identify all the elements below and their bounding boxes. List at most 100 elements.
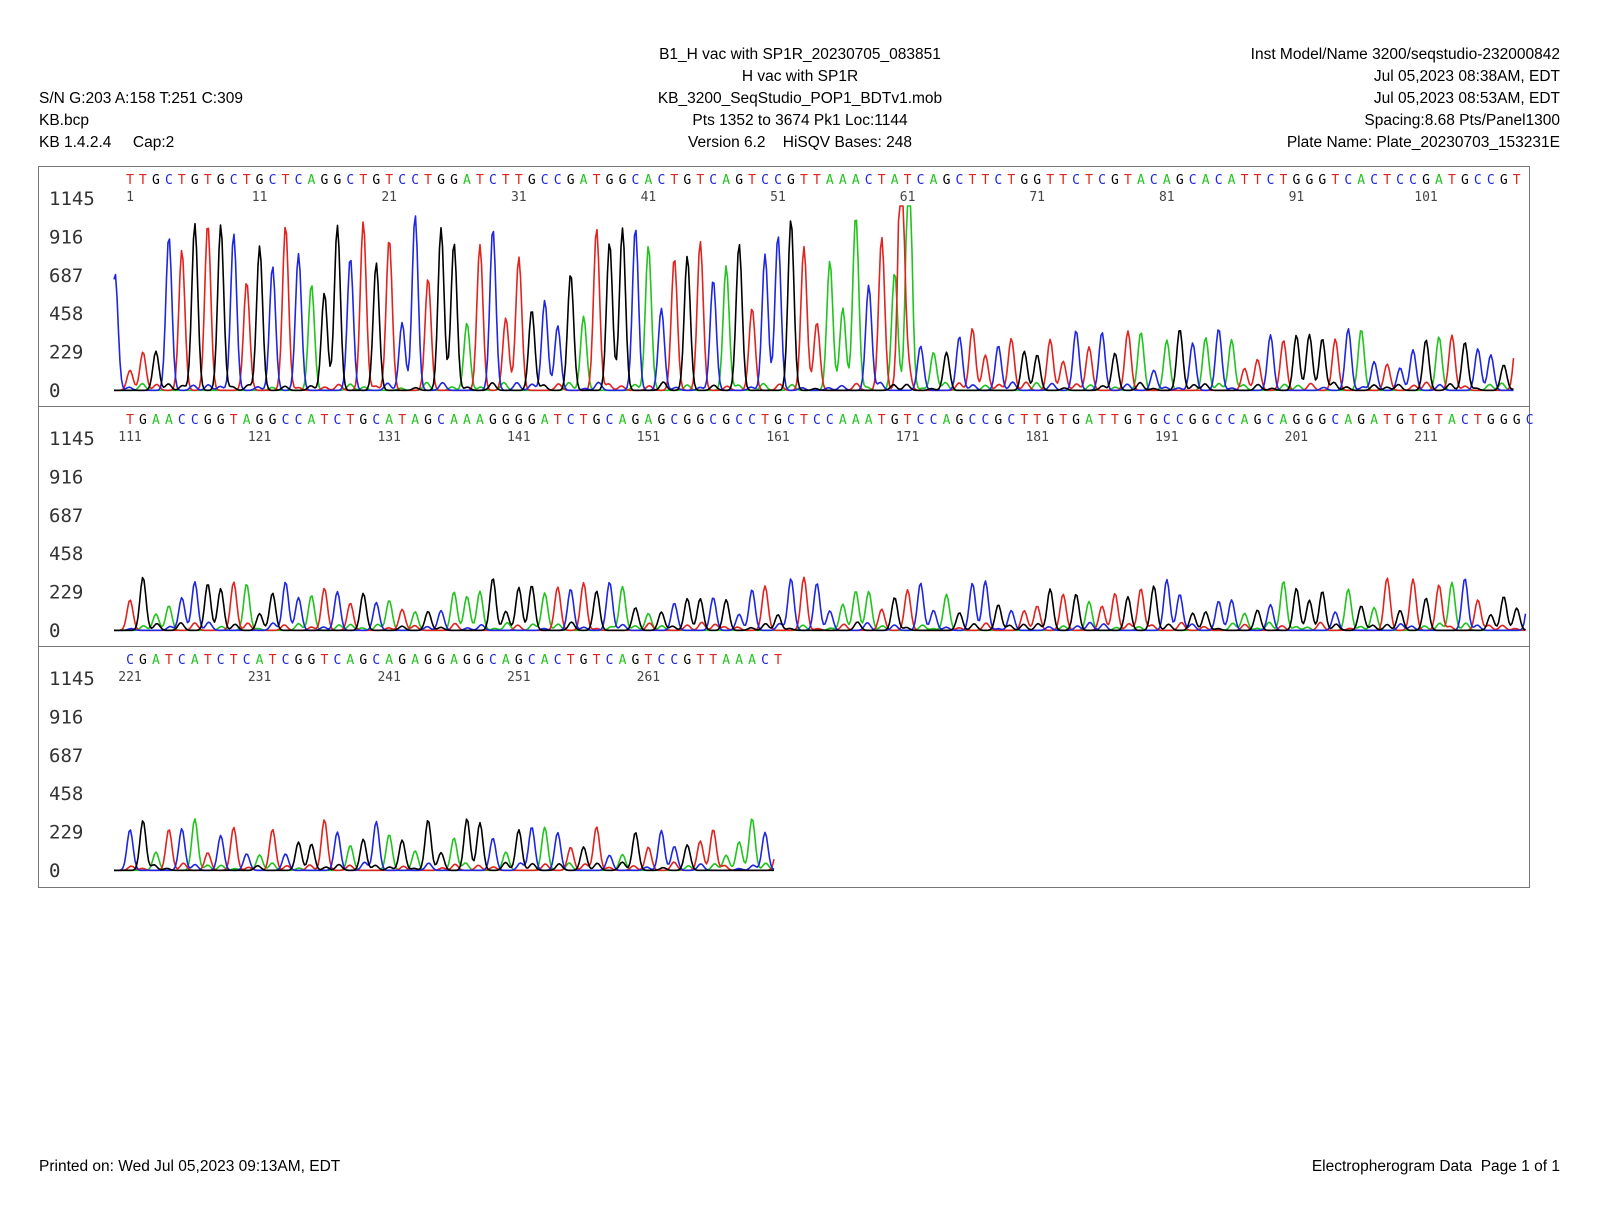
base-call: G	[1396, 413, 1404, 428]
position-label: 61	[900, 190, 916, 205]
base-call: T	[320, 653, 328, 668]
basecaller-version-capillary: KB 1.4.2.4 Cap:2	[39, 134, 175, 151]
base-call: T	[1513, 173, 1521, 188]
base-call: T	[567, 653, 575, 668]
base-call: T	[670, 173, 678, 188]
base-call: C	[813, 413, 821, 428]
y-tick-label: 687	[49, 505, 83, 527]
base-call: A	[152, 653, 160, 668]
base-call: G	[1046, 413, 1054, 428]
base-call: T	[385, 173, 393, 188]
base-call: G	[1357, 413, 1365, 428]
base-call: T	[1059, 413, 1067, 428]
base-call: T	[593, 653, 601, 668]
base-call: T	[126, 173, 134, 188]
base-call: A	[243, 413, 251, 428]
instrument-name: Inst Model/Name 3200/seqstudio-232000842	[1250, 46, 1560, 63]
base-call: C	[1007, 413, 1015, 428]
trace-C	[114, 578, 1527, 632]
base-call: T	[204, 653, 212, 668]
base-call: G	[437, 653, 445, 668]
base-call: C	[670, 653, 678, 668]
base-call: T	[178, 173, 186, 188]
base-call: A	[476, 413, 484, 428]
chart-border	[38, 166, 1530, 888]
base-call: C	[1461, 413, 1469, 428]
base-call: C	[1098, 173, 1106, 188]
base-call: C	[670, 413, 678, 428]
mobility-file: KB_3200_SeqStudio_POP1_BDTv1.mob	[657, 90, 943, 107]
base-call: G	[683, 653, 691, 668]
position-label: 141	[507, 430, 530, 445]
base-call: T	[1124, 173, 1132, 188]
base-call: C	[437, 413, 445, 428]
base-call: C	[632, 173, 640, 188]
base-call: A	[1357, 173, 1365, 188]
base-call: C	[1396, 173, 1404, 188]
spacing-info: Spacing:8.68 Pts/Panel1300	[1364, 112, 1560, 129]
base-call: C	[217, 653, 225, 668]
base-call: T	[1241, 173, 1249, 188]
base-call: T	[774, 653, 782, 668]
base-call: T	[230, 653, 238, 668]
base-call: C	[774, 173, 782, 188]
base-call: C	[761, 653, 769, 668]
base-call: C	[178, 413, 186, 428]
base-call: T	[346, 413, 354, 428]
base-call: G	[269, 413, 277, 428]
base-call: C	[994, 173, 1002, 188]
base-call: C	[1526, 413, 1534, 428]
base-call: C	[968, 413, 976, 428]
base-call: G	[476, 653, 484, 668]
base-call: G	[502, 413, 510, 428]
base-call: C	[372, 653, 380, 668]
base-call: T	[981, 173, 989, 188]
base-call: A	[1448, 413, 1456, 428]
base-call: G	[217, 413, 225, 428]
base-call: A	[852, 173, 860, 188]
base-call: G	[359, 413, 367, 428]
sample-file-name: B1_H vac with SP1R_20230705_083851	[659, 46, 941, 63]
base-call: T	[761, 413, 769, 428]
base-call: C	[865, 173, 873, 188]
base-call: C	[528, 653, 536, 668]
y-tick-label: 687	[49, 745, 83, 767]
base-call: C	[1487, 173, 1495, 188]
base-call: A	[1370, 413, 1378, 428]
base-call: C	[826, 413, 834, 428]
sample-name: H vac with SP1R	[741, 68, 859, 85]
base-call: T	[126, 413, 134, 428]
base-call: A	[502, 653, 510, 668]
base-call: C	[1474, 173, 1482, 188]
base-call: T	[813, 173, 821, 188]
printed-on: Printed on: Wed Jul 05,2023 09:13AM, EDT	[39, 1158, 341, 1175]
base-call: G	[1176, 173, 1184, 188]
base-call: C	[1150, 173, 1158, 188]
base-call: G	[437, 173, 445, 188]
base-call: C	[372, 413, 380, 428]
base-call: A	[1280, 413, 1288, 428]
base-call: A	[943, 413, 951, 428]
position-label: 231	[248, 670, 271, 685]
base-call: T	[1085, 173, 1093, 188]
base-call: G	[320, 173, 328, 188]
base-call: G	[1202, 413, 1210, 428]
base-call: A	[450, 413, 458, 428]
base-call: C	[282, 413, 290, 428]
base-call: G	[463, 653, 471, 668]
base-call: G	[1292, 413, 1300, 428]
base-call: A	[1344, 413, 1352, 428]
base-call: C	[333, 413, 341, 428]
base-call: G	[580, 653, 588, 668]
base-call: G	[308, 653, 316, 668]
base-call: A	[619, 653, 627, 668]
base-call: A	[580, 173, 588, 188]
base-call: T	[1111, 413, 1119, 428]
base-call: T	[424, 173, 432, 188]
base-call: T	[1046, 173, 1054, 188]
base-call: T	[359, 173, 367, 188]
base-call: G	[632, 653, 640, 668]
base-call: G	[619, 173, 627, 188]
base-call: T	[696, 653, 704, 668]
base-call: A	[308, 173, 316, 188]
